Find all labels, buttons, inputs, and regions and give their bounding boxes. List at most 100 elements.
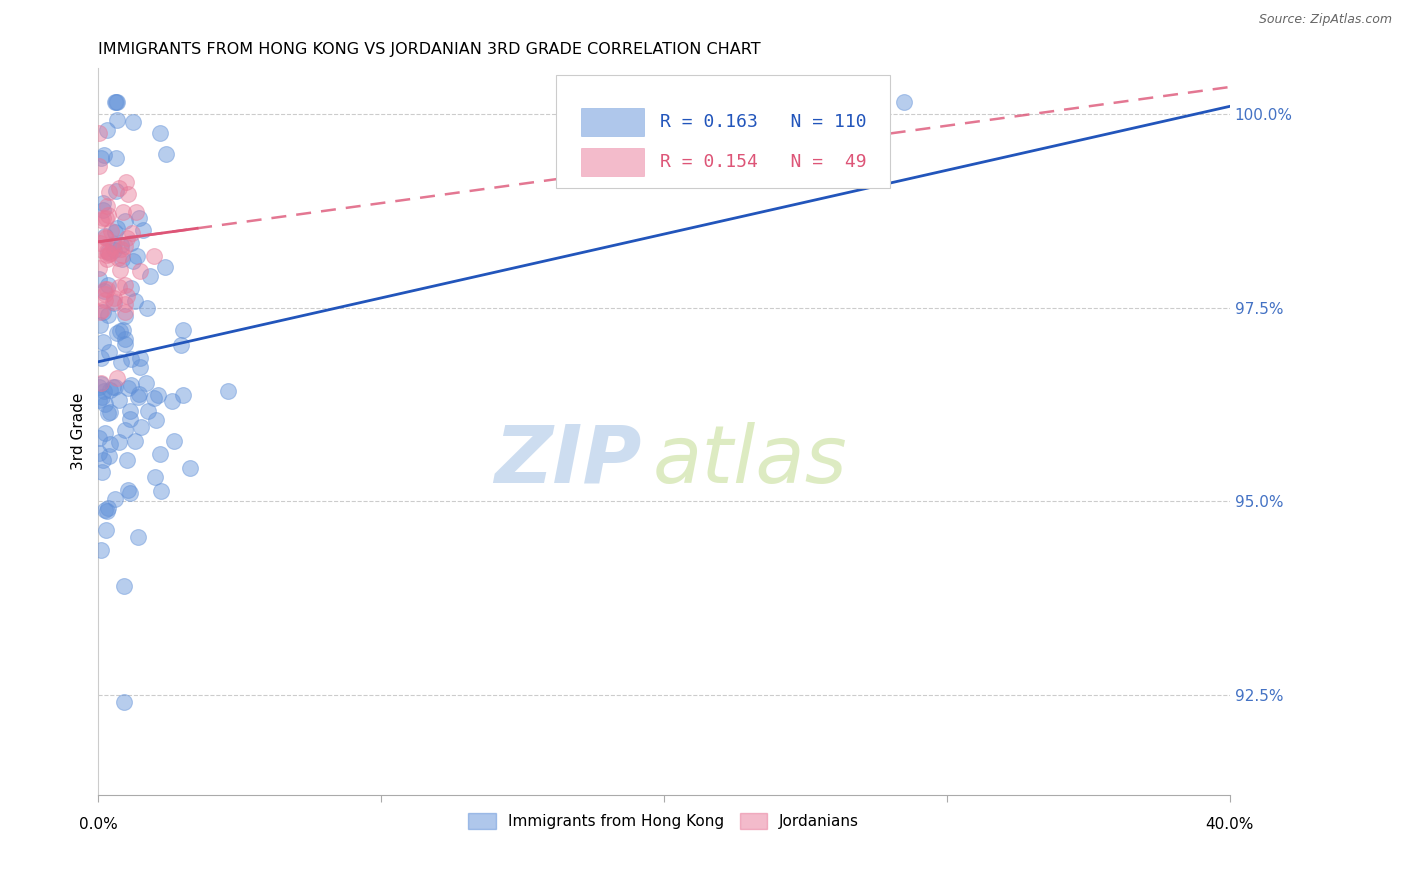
Point: [108, 392, 131, 407]
Point: [94, 286, 117, 301]
Legend: Immigrants from Hong Kong, Jordanians: Immigrants from Hong Kong, Jordanians: [463, 807, 866, 835]
Point: [125, 249, 148, 263]
Text: 0.0%: 0.0%: [79, 817, 118, 832]
Point: [94, 230, 117, 244]
Point: [101, 295, 124, 310]
Point: [114, 332, 136, 346]
Point: [117, 187, 139, 202]
Text: Source: ZipAtlas.com: Source: ZipAtlas.com: [1258, 13, 1392, 27]
Point: [128, 211, 150, 226]
Point: [160, 393, 183, 408]
Point: [124, 434, 146, 448]
Point: [97, 501, 120, 516]
FancyBboxPatch shape: [581, 109, 644, 136]
Point: [104, 95, 127, 110]
Point: [129, 351, 152, 366]
Point: [97, 278, 120, 293]
Point: [114, 278, 136, 293]
Point: [89, 212, 111, 227]
Point: [163, 434, 186, 448]
Point: [114, 239, 136, 253]
Point: [94, 502, 117, 516]
Point: [90, 151, 112, 165]
Point: [103, 236, 125, 251]
Point: [108, 324, 131, 338]
FancyBboxPatch shape: [581, 148, 644, 176]
Point: [107, 280, 129, 294]
Point: [117, 381, 139, 395]
Point: [115, 452, 138, 467]
Point: [117, 483, 139, 497]
Point: [90, 302, 112, 317]
Point: [91, 465, 114, 479]
Point: [96, 199, 118, 213]
Point: [103, 296, 125, 310]
Point: [94, 231, 117, 245]
Point: [153, 260, 176, 274]
Point: [93, 425, 115, 440]
Point: [120, 235, 142, 250]
Point: [120, 486, 142, 500]
Point: [111, 248, 134, 262]
Point: [129, 264, 152, 278]
Point: [97, 406, 120, 420]
Y-axis label: 3rd Grade: 3rd Grade: [72, 392, 86, 470]
Point: [105, 221, 128, 235]
Point: [89, 126, 111, 140]
Point: [172, 388, 194, 402]
Point: [135, 376, 157, 391]
Point: [94, 228, 117, 243]
Point: [120, 352, 142, 367]
Point: [131, 419, 153, 434]
Point: [89, 159, 111, 173]
Point: [105, 326, 128, 340]
Point: [89, 236, 111, 251]
Point: [89, 392, 111, 407]
Point: [135, 301, 157, 316]
Point: [90, 377, 112, 392]
Point: [96, 248, 118, 262]
Point: [98, 449, 121, 463]
FancyBboxPatch shape: [557, 75, 890, 187]
Point: [893, 95, 915, 110]
Point: [217, 384, 239, 398]
Point: [98, 383, 121, 397]
Point: [114, 214, 136, 228]
Point: [118, 404, 141, 418]
Point: [148, 446, 170, 460]
Point: [115, 231, 138, 245]
Point: [146, 388, 169, 402]
Point: [104, 225, 127, 239]
Point: [89, 446, 111, 460]
Point: [170, 338, 193, 352]
Point: [96, 252, 118, 266]
Point: [96, 211, 118, 225]
Point: [112, 695, 135, 709]
Text: R = 0.163   N = 110: R = 0.163 N = 110: [661, 113, 868, 131]
Point: [145, 470, 167, 484]
Point: [172, 322, 194, 336]
Point: [142, 249, 165, 263]
Point: [89, 305, 111, 319]
Point: [98, 437, 121, 451]
Point: [98, 185, 121, 199]
Point: [91, 211, 114, 225]
Point: [93, 384, 115, 398]
Text: ZIP: ZIP: [494, 422, 641, 500]
Point: [94, 523, 117, 537]
Point: [98, 344, 121, 359]
Point: [94, 282, 117, 296]
Point: [98, 246, 121, 260]
Point: [103, 239, 125, 253]
Point: [104, 380, 127, 394]
Point: [90, 376, 112, 390]
Point: [118, 412, 141, 426]
Point: [145, 413, 167, 427]
Point: [122, 114, 145, 128]
Point: [91, 335, 114, 350]
Point: [90, 542, 112, 557]
Point: [93, 396, 115, 410]
Text: atlas: atlas: [652, 422, 848, 500]
Point: [101, 380, 124, 394]
Point: [120, 281, 142, 295]
